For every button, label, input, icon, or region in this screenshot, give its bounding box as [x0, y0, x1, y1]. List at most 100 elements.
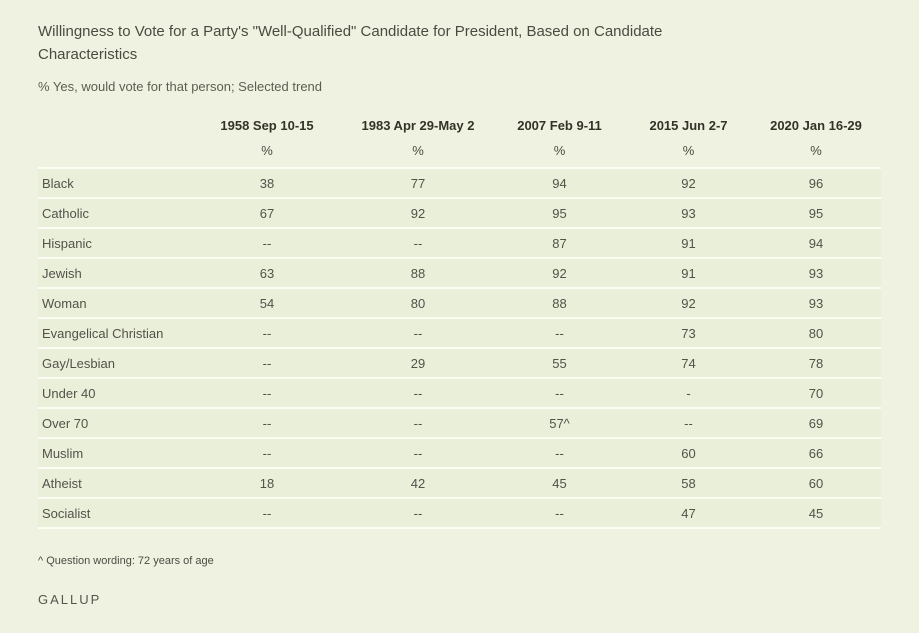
cell-value: 47 — [681, 505, 696, 521]
cell-value: 74 — [681, 355, 696, 371]
row-label: Gay/Lesbian — [42, 355, 115, 371]
table-row: Under 40 -- -- -- -70 — [38, 378, 881, 408]
cell-value: 96 — [808, 175, 824, 191]
unit-cell: % — [553, 143, 566, 158]
cell-value: -- — [413, 505, 423, 521]
row-label: Evangelical Christian — [42, 325, 164, 341]
cell-value: 87 — [552, 235, 567, 251]
cell-value: 94 — [552, 175, 567, 191]
cell-value: -- — [413, 385, 423, 401]
page-title: Willingness to Vote for a Party's "Well-… — [38, 23, 663, 63]
table-row: Jewish 63 88 92 91 93 — [38, 258, 881, 288]
cell-value: -- — [262, 355, 272, 371]
cell-value: 60 — [808, 475, 824, 491]
column-header-2015: 2015 Jun 2-7 — [649, 118, 728, 133]
cell-value: -- — [555, 325, 564, 341]
row-label: Socialist — [42, 505, 91, 521]
cell-value: -- — [413, 415, 423, 431]
cell-value: -- — [262, 235, 272, 251]
cell-value: 91 — [681, 265, 696, 281]
column-header-1983: 1983 Apr 29-May 2 — [361, 118, 475, 133]
page-subtitle: % Yes, would vote for that person; Selec… — [38, 79, 323, 94]
cell-value: 88 — [552, 295, 567, 311]
cell-value: 80 — [808, 325, 824, 341]
cell-value: 70 — [808, 385, 824, 401]
cell-value: 92 — [410, 205, 426, 221]
cell-value: 94 — [808, 235, 824, 251]
column-header-2007: 2007 Feb 9-11 — [517, 118, 602, 133]
cell-value: 57^ — [549, 415, 570, 431]
unit-cell: % — [261, 143, 273, 158]
cell-value: -- — [262, 505, 272, 521]
cell-value: -- — [555, 505, 564, 521]
cell-value: 42 — [410, 475, 426, 491]
cell-value: -- — [555, 445, 564, 461]
row-label: Woman — [42, 295, 87, 311]
cell-value: 45 — [552, 475, 567, 491]
table-row: Black 38 77 94 92 96 — [38, 168, 881, 198]
cell-value: -- — [262, 415, 272, 431]
table-row: Gay/Lesbian -- 29 55 74 78 — [38, 348, 881, 378]
date-header-row: 1958 Sep 10-15 1983 Apr 29-May 2 2007 Fe… — [38, 110, 881, 138]
cell-value: 18 — [259, 475, 275, 491]
unit-cell-empty — [38, 138, 191, 168]
row-label: Black — [42, 175, 74, 191]
cell-value: 95 — [552, 205, 567, 221]
table-row: Woman 54 80 88 92 93 — [38, 288, 881, 318]
cell-value: 66 — [808, 445, 824, 461]
table-row: Over 70 -- -- 57^ -- 69 — [38, 408, 881, 438]
cell-value: 54 — [259, 295, 275, 311]
cell-value: 92 — [681, 175, 696, 191]
table-header: 1958 Sep 10-15 1983 Apr 29-May 2 2007 Fe… — [38, 110, 881, 168]
column-header-1958: 1958 Sep 10-15 — [220, 118, 314, 133]
cell-value: 29 — [410, 355, 426, 371]
cell-value: 78 — [808, 355, 824, 371]
cell-value: 92 — [552, 265, 567, 281]
column-header-2020: 2020 Jan 16-29 — [770, 118, 862, 133]
cell-value: -- — [413, 325, 423, 341]
cell-value: 80 — [410, 295, 426, 311]
cell-value: 91 — [681, 235, 696, 251]
cell-value: 93 — [681, 205, 696, 221]
table-row: Hispanic -- -- 87 91 94 — [38, 228, 881, 258]
row-label: Over 70 — [42, 415, 89, 431]
unit-cell: % — [412, 143, 424, 158]
cell-value: 67 — [259, 205, 275, 221]
cell-value: -- — [684, 415, 693, 431]
cell-value: 92 — [681, 295, 696, 311]
table-row: Evangelical Christian -- -- -- 73 80 — [38, 318, 881, 348]
table-row: Catholic 67 92 95 93 95 — [38, 198, 881, 228]
row-label: Jewish — [42, 265, 82, 281]
row-label: Under 40 — [42, 385, 96, 401]
cell-value: -- — [262, 325, 272, 341]
trend-table: 1958 Sep 10-15 1983 Apr 29-May 2 2007 Fe… — [38, 110, 881, 529]
cell-value: -- — [555, 385, 564, 401]
footnote: ^ Question wording: 72 years of age — [38, 555, 214, 567]
cell-value: 60 — [681, 445, 696, 461]
cell-value: 69 — [808, 415, 824, 431]
cell-value: -- — [413, 445, 423, 461]
unit-header-row: % % % % % — [38, 138, 881, 168]
cell-value: 38 — [259, 175, 275, 191]
table-row: Muslim -- -- -- 60 66 — [38, 438, 881, 468]
table-body: Black 38 77 94 92 96 Catholic 67 92 95 93 95 Hispani… — [38, 168, 881, 528]
cell-value: - — [686, 385, 691, 401]
cell-value: 63 — [259, 265, 275, 281]
cell-value: -- — [262, 445, 272, 461]
cell-value: 93 — [808, 295, 824, 311]
cell-value: 95 — [808, 205, 824, 221]
row-label: Atheist — [42, 475, 82, 491]
cell-value: 77 — [410, 175, 426, 191]
cell-value: 55 — [552, 355, 567, 371]
cell-value: 45 — [808, 505, 824, 521]
cell-value: 58 — [681, 475, 696, 491]
unit-cell: % — [682, 143, 695, 158]
row-label: Muslim — [42, 445, 84, 461]
row-label: Catholic — [42, 205, 89, 221]
cell-value: -- — [413, 235, 423, 251]
row-label: Hispanic — [42, 235, 92, 251]
unit-cell: % — [810, 143, 822, 158]
cell-value: 93 — [808, 265, 824, 281]
label-column-header — [38, 110, 191, 138]
